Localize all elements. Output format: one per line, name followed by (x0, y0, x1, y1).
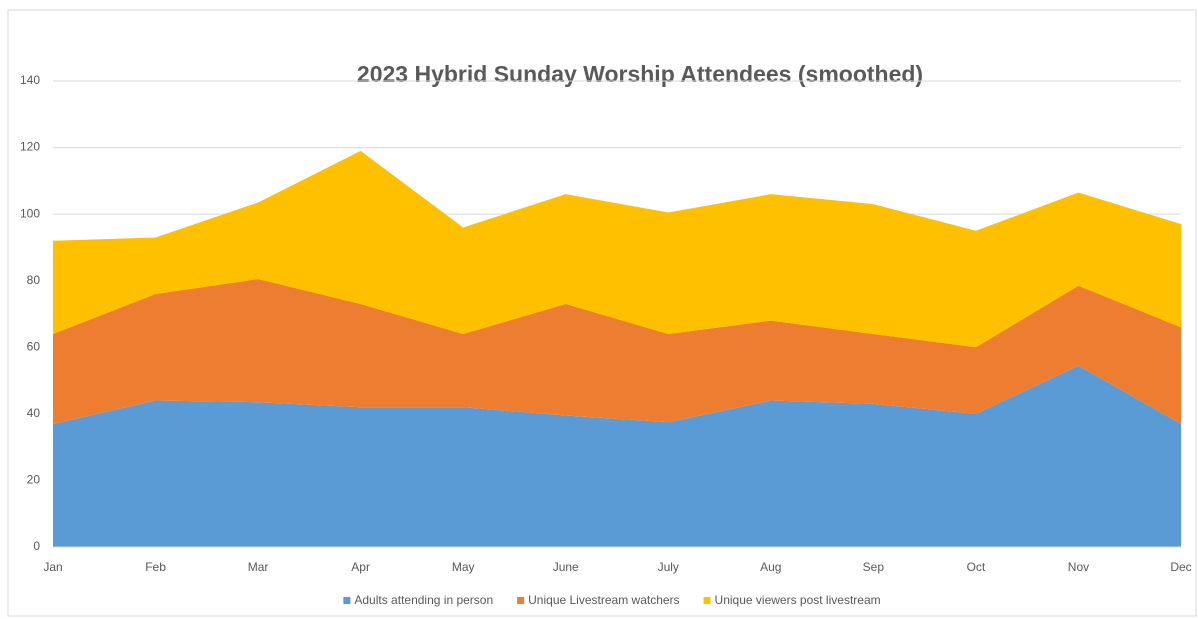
y-tick-label: 120 (20, 140, 40, 154)
x-tick-label: Mar (248, 560, 269, 574)
x-tick-label: Aug (760, 560, 781, 574)
y-tick-label: 100 (20, 206, 40, 220)
y-tick-label: 60 (27, 339, 41, 353)
x-tick-label: Sep (863, 560, 885, 574)
area (53, 150, 1181, 348)
y-tick-label: 80 (27, 273, 41, 287)
x-tick-label: Jan (43, 560, 62, 574)
area (53, 279, 1181, 424)
x-tick-label: Oct (967, 560, 986, 574)
x-tick-label: June (553, 560, 579, 574)
y-tick-label: 0 (33, 539, 40, 553)
legend-swatch (517, 597, 525, 604)
x-tick-label: July (658, 560, 679, 574)
area (53, 365, 1181, 547)
y-tick-label: 140 (20, 73, 40, 87)
legend-swatch (343, 597, 351, 604)
chart-title: 2023 Hybrid Sunday Worship Attendees (sm… (357, 61, 923, 87)
x-tick-label: Feb (145, 560, 166, 574)
legend-swatch (703, 597, 711, 604)
y-tick-label: 20 (27, 473, 41, 487)
legend-label: Unique Livestream watchers (528, 593, 679, 607)
legend-label: Adults attending in person (354, 593, 493, 607)
y-tick-label: 40 (27, 406, 41, 420)
x-tick-label: May (452, 560, 475, 574)
x-tick-label: Nov (1068, 560, 1089, 574)
legend-label: Unique viewers post livestream (715, 593, 881, 607)
x-tick-label: Dec (1170, 560, 1191, 574)
x-tick-label: Apr (351, 560, 370, 574)
